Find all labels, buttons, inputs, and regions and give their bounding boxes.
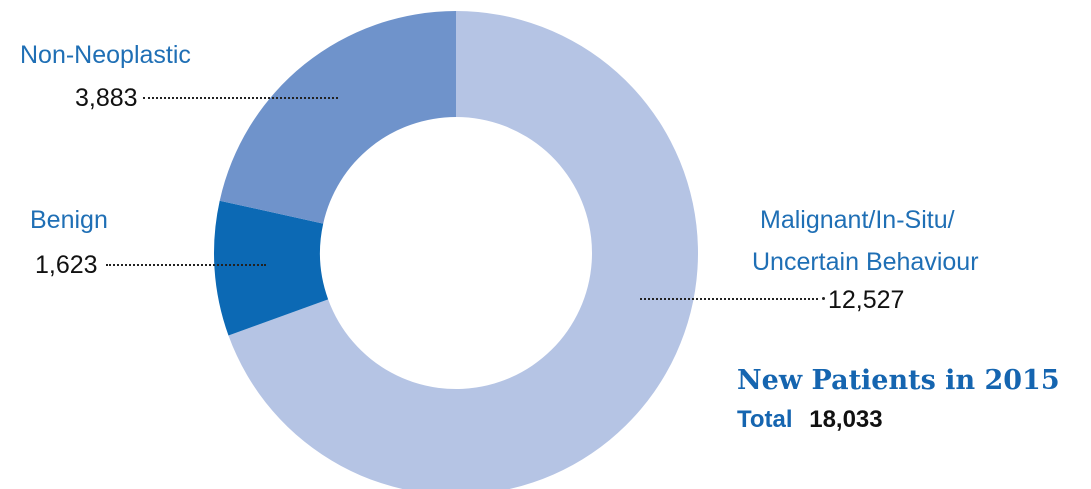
donut-slice-benign: [214, 200, 329, 336]
leader-line-malignant: [640, 298, 818, 300]
leader-line-benign: [106, 264, 266, 266]
label-non-neoplastic: Non-Neoplastic: [20, 41, 191, 69]
total-label: Total: [737, 406, 793, 433]
donut-slice-malignant: [228, 11, 698, 489]
total-value: 18,033: [809, 406, 883, 433]
leader-line-non-neoplastic: [143, 97, 338, 99]
label-malignant-line2: Uncertain Behaviour: [752, 248, 979, 276]
value-non-neoplastic: 3,883: [75, 84, 138, 112]
value-malignant: 12,527: [828, 286, 905, 314]
value-benign: 1,623: [35, 251, 98, 279]
chart-headline: New Patients in 2015: [737, 365, 1060, 396]
donut-slice-non-neoplastic: [219, 11, 456, 224]
label-malignant-line1: Malignant/In-Situ/: [760, 206, 955, 234]
total-row: Total 18,033: [737, 405, 883, 435]
leader-end-malignant: [822, 297, 825, 300]
label-benign: Benign: [30, 206, 108, 234]
